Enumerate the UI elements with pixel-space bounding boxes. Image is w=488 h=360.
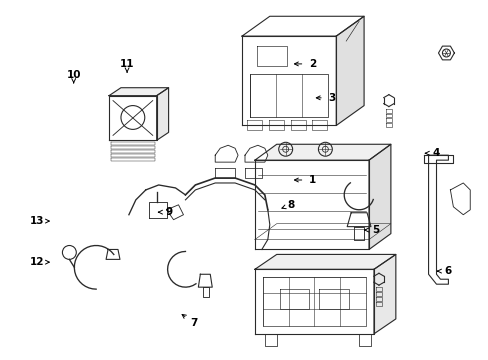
Polygon shape: [198, 274, 212, 287]
Text: 7: 7: [189, 318, 197, 328]
Text: 13: 13: [30, 216, 44, 226]
Polygon shape: [373, 255, 395, 334]
Polygon shape: [106, 249, 120, 260]
Polygon shape: [254, 160, 368, 249]
Polygon shape: [368, 144, 390, 249]
Polygon shape: [242, 16, 364, 36]
Polygon shape: [166, 205, 183, 220]
Polygon shape: [427, 155, 447, 284]
Polygon shape: [353, 227, 364, 239]
Polygon shape: [449, 183, 469, 215]
Polygon shape: [336, 16, 364, 125]
Polygon shape: [254, 255, 395, 269]
Polygon shape: [423, 155, 452, 163]
Polygon shape: [242, 36, 336, 125]
Polygon shape: [215, 145, 238, 162]
Text: 9: 9: [165, 207, 172, 217]
Text: 1: 1: [308, 175, 315, 185]
Polygon shape: [148, 202, 166, 218]
Polygon shape: [254, 144, 390, 160]
Text: 11: 11: [120, 59, 134, 69]
Polygon shape: [203, 287, 209, 297]
Polygon shape: [109, 88, 168, 96]
Text: 6: 6: [444, 266, 451, 276]
Text: 8: 8: [286, 200, 294, 210]
Text: 10: 10: [66, 69, 81, 80]
Text: 4: 4: [431, 148, 439, 158]
Polygon shape: [156, 88, 168, 140]
Text: 3: 3: [327, 93, 335, 103]
Polygon shape: [346, 213, 370, 227]
Polygon shape: [109, 96, 156, 140]
Text: 2: 2: [308, 59, 315, 69]
Text: 5: 5: [371, 225, 378, 235]
Polygon shape: [254, 269, 373, 334]
Text: 12: 12: [30, 257, 44, 267]
Polygon shape: [244, 145, 267, 162]
